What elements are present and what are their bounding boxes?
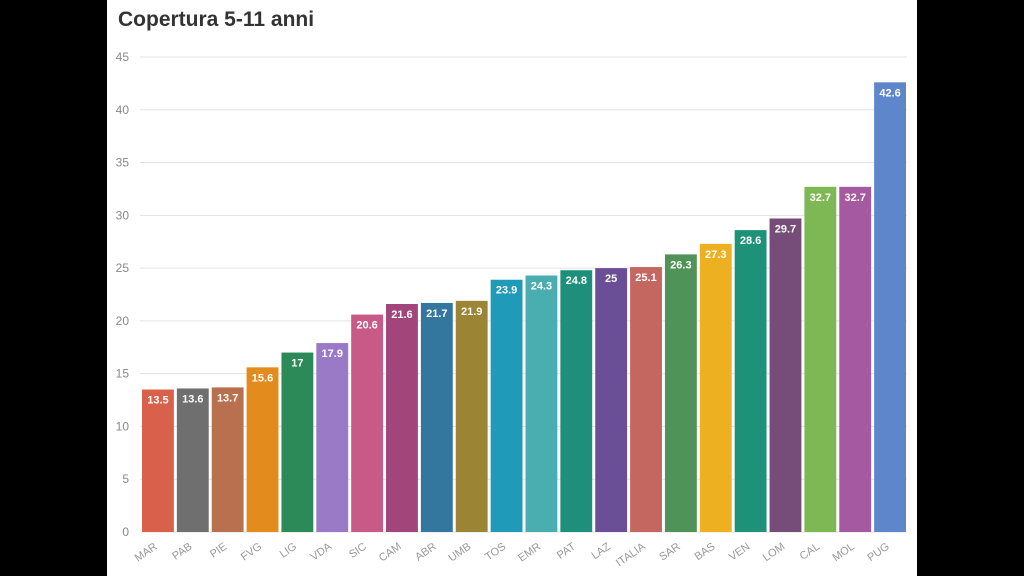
y-tick-label: 10 <box>116 419 130 433</box>
x-tick-label: SAR <box>657 541 682 564</box>
data-label: 23.9 <box>496 285 517 297</box>
y-tick-label: 20 <box>116 314 130 328</box>
data-label: 24.8 <box>566 275 587 287</box>
data-label: 24.3 <box>531 281 552 293</box>
data-label: 32.7 <box>810 192 831 204</box>
bar-cal <box>804 186 837 533</box>
bars <box>142 82 906 533</box>
data-label: 17.9 <box>322 348 343 360</box>
data-label: 15.6 <box>252 372 273 384</box>
bar-cam <box>386 304 418 532</box>
x-tick-label: MOL <box>831 541 857 565</box>
bar-lig <box>281 352 314 532</box>
bar-pie <box>211 387 244 532</box>
bar-vda <box>316 343 349 532</box>
bar-tos <box>490 279 523 532</box>
bar-sic <box>351 314 384 532</box>
x-tick-label: LAZ <box>589 540 613 562</box>
data-label: 13.6 <box>182 393 203 405</box>
data-label: 13.7 <box>217 392 238 404</box>
x-axis-ticks: MAR PAB PIE FVG LIG VDA SIC CAM ABR UMB TOS EMR PAT L… <box>133 540 892 569</box>
bar-pat <box>560 270 593 532</box>
y-tick-label: 30 <box>116 208 130 222</box>
x-tick-label: EMR <box>516 541 543 565</box>
data-label: 25.1 <box>635 272 656 284</box>
x-tick-label: CAL <box>798 541 822 563</box>
data-label: 17 <box>291 358 303 370</box>
y-tick-label: 45 <box>116 50 130 64</box>
bar-italia <box>630 267 662 532</box>
data-label: 27.3 <box>705 249 726 261</box>
y-tick-label: 40 <box>116 103 130 117</box>
x-tick-label: PUG <box>865 541 891 565</box>
bar-bas <box>699 243 732 533</box>
x-tick-label: LOM <box>761 541 787 565</box>
y-tick-label: 0 <box>122 525 129 539</box>
y-tick-label: 15 <box>116 367 130 381</box>
x-tick-label: TOS <box>483 541 508 564</box>
x-tick-label: BAS <box>693 541 718 563</box>
data-label: 21.7 <box>426 308 447 320</box>
x-tick-label: PAB <box>170 541 194 563</box>
x-tick-label: PAT <box>555 540 578 561</box>
bar-ven <box>734 230 767 532</box>
bar-mar <box>142 389 174 532</box>
x-tick-label: SIC <box>347 541 369 561</box>
x-tick-label: MAR <box>133 541 160 565</box>
data-label: 25 <box>605 273 617 285</box>
bar-umb <box>455 300 488 532</box>
x-tick-label: UMB <box>447 541 474 565</box>
bar-pab <box>176 388 209 532</box>
bar-pug <box>874 82 906 532</box>
data-label: 13.5 <box>147 395 168 407</box>
data-label: 28.6 <box>740 235 761 247</box>
y-tick-label: 35 <box>116 156 130 170</box>
data-label: 20.6 <box>356 320 377 332</box>
y-tick-label: 5 <box>122 472 129 486</box>
y-axis-ticks: 0 5 10 15 20 25 30 35 40 45 <box>116 50 130 539</box>
bar-chart: 0 5 10 15 20 25 30 35 40 45 13.5 13.6 13.7 15.6 17 17.… <box>116 50 907 569</box>
x-tick-label: CAM <box>377 541 404 565</box>
data-label: 42.6 <box>879 87 900 99</box>
x-tick-label: ABR <box>413 541 438 564</box>
bar-fvg <box>246 367 279 532</box>
data-label: 29.7 <box>775 224 796 236</box>
bar-laz <box>595 268 628 532</box>
x-tick-label: LIG <box>278 541 299 561</box>
bar-abr <box>420 302 453 532</box>
data-label: 26.3 <box>670 259 691 271</box>
x-tick-label: ITALIA <box>614 540 648 569</box>
data-label: 21.6 <box>391 309 412 321</box>
x-tick-label: FVG <box>239 541 264 564</box>
bar-emr <box>525 275 558 532</box>
bar-lom <box>769 218 802 532</box>
data-label: 32.7 <box>844 192 865 204</box>
x-tick-label: VEN <box>727 541 752 564</box>
bar-sar <box>664 254 697 532</box>
data-label: 21.9 <box>461 306 482 318</box>
bar-mol <box>839 186 872 533</box>
chart-panel: Copertura 5-11 anni 0 5 10 15 20 25 30 35 40 45 1… <box>107 0 917 576</box>
x-tick-label: PIE <box>208 541 229 561</box>
y-tick-label: 25 <box>116 261 130 275</box>
x-tick-label: VDA <box>309 540 335 563</box>
chart-title: Copertura 5-11 anni <box>118 8 315 31</box>
data-labels: 13.5 13.6 13.7 15.6 17 17.9 20.6 21.6 21.7 21.9 23… <box>147 87 901 406</box>
